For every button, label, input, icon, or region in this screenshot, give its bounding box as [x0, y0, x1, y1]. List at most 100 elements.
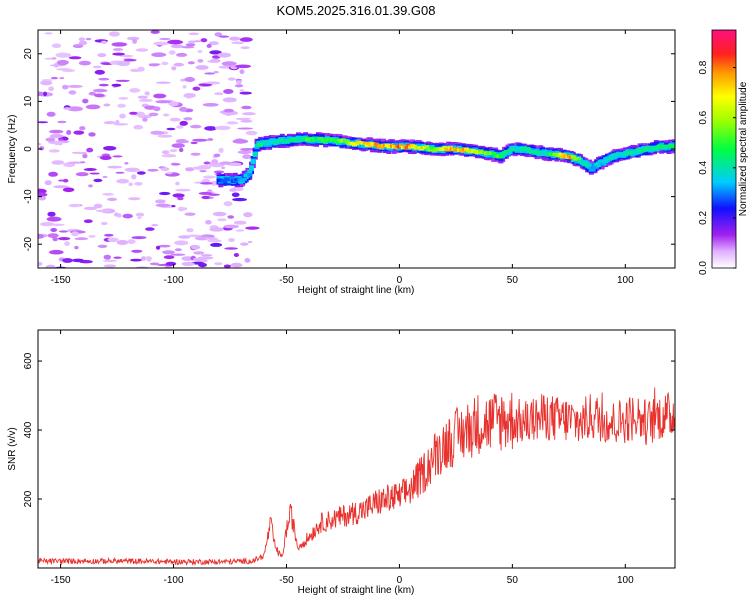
noise-blob [75, 172, 89, 177]
colorbar-tick-label: 0.0 [698, 261, 709, 275]
ridge-cell [429, 146, 435, 150]
noise-blob [67, 84, 83, 88]
y-tick-label: 0 [23, 146, 34, 152]
noise-blob [73, 130, 85, 135]
noise-blob [170, 253, 186, 256]
noise-blob [160, 167, 170, 172]
noise-blob [44, 180, 52, 186]
noise-blob [39, 146, 45, 151]
noise-blob [71, 258, 85, 263]
x-tick-label: -100 [164, 575, 184, 586]
ridge-cell [252, 152, 258, 156]
noise-blob [247, 241, 253, 243]
y-tick-label: 600 [23, 352, 34, 369]
noise-blob [74, 237, 89, 241]
ridge-cell [229, 177, 235, 181]
noise-blob [127, 239, 136, 245]
x-tick-label: -150 [51, 275, 71, 286]
noise-blob [229, 188, 237, 192]
ridge-cell [587, 165, 592, 169]
ridge-cell [366, 141, 372, 146]
noise-blob [240, 119, 253, 123]
ridge-cell [543, 151, 549, 155]
noise-blob [176, 52, 188, 57]
noise-blob [93, 178, 103, 183]
noise-blob [119, 54, 134, 58]
noise-blob [147, 168, 159, 172]
noise-blob [88, 235, 96, 238]
noise-blob [204, 126, 217, 131]
noise-blob [46, 216, 62, 222]
noise-blob [83, 219, 93, 223]
noise-blob [207, 239, 222, 243]
ridge-cell [335, 140, 341, 144]
noise-blob [155, 100, 172, 104]
noise-blob [78, 37, 86, 42]
x-tick-label: 100 [617, 275, 634, 286]
spectrogram-y-axis: -20 -10 0 10 20 [23, 48, 675, 252]
noise-blob [223, 201, 233, 207]
noise-blob [200, 38, 208, 43]
noise-blob [194, 236, 210, 241]
noise-blob [42, 80, 49, 83]
noise-blob [204, 81, 221, 85]
noise-blob [244, 258, 251, 263]
noise-blob [128, 197, 141, 201]
noise-blob [129, 68, 142, 72]
noise-blob [183, 93, 196, 98]
noise-blob [132, 38, 138, 44]
noise-blob [136, 171, 146, 175]
figure-title: KOM5.2025.316.01.39.G08 [276, 3, 435, 18]
noise-blob [52, 237, 58, 242]
noise-blob [223, 108, 234, 113]
noise-blob [83, 206, 98, 211]
noise-blob [59, 77, 65, 80]
snr-x-label: Height of straight line (km) [298, 585, 415, 596]
noise-blob [126, 36, 140, 41]
noise-blob [159, 37, 171, 41]
noise-blob [187, 40, 196, 44]
noise-blob [234, 84, 244, 88]
colorbar-tick-label: 0.8 [698, 60, 709, 74]
ridge-cell [599, 162, 605, 166]
y-tick-label: -20 [23, 237, 34, 252]
noise-blob [115, 171, 125, 174]
noise-blob [214, 262, 223, 266]
colorbar-tick-label: 0.2 [698, 211, 709, 225]
noise-blob [80, 161, 86, 164]
noise-blob [68, 56, 82, 60]
ridge-cell [632, 151, 638, 155]
noise-blob [62, 187, 75, 193]
noise-blob [103, 264, 117, 268]
noise-blob [148, 63, 160, 67]
noise-blob [116, 60, 131, 67]
noise-blob [181, 261, 195, 266]
noise-blob [161, 154, 177, 158]
noise-blob [210, 242, 223, 247]
noise-blob [239, 91, 252, 95]
noise-blob [49, 249, 64, 255]
x-tick-label: 50 [507, 275, 519, 286]
noise-blob [62, 258, 73, 263]
noise-blob [222, 97, 237, 103]
noise-blob [228, 238, 235, 242]
noise-blob [144, 256, 153, 260]
noise-blob [240, 46, 250, 50]
ridge-cell [265, 142, 271, 146]
ridge-cell [317, 136, 323, 140]
noise-blob [199, 170, 207, 173]
ridge-cell [364, 143, 370, 147]
noise-blob [212, 211, 227, 217]
noise-blob [149, 262, 160, 266]
noise-blob [104, 233, 114, 237]
noise-blob [197, 50, 203, 53]
noise-blob [202, 175, 217, 179]
snr-line [38, 387, 675, 567]
noise-blob [108, 31, 120, 37]
noise-blob [66, 130, 72, 135]
noise-blob [38, 261, 43, 266]
noise-blob [162, 250, 175, 255]
noise-blob [224, 247, 238, 250]
noise-blob [111, 83, 122, 87]
noise-blob [62, 84, 69, 90]
